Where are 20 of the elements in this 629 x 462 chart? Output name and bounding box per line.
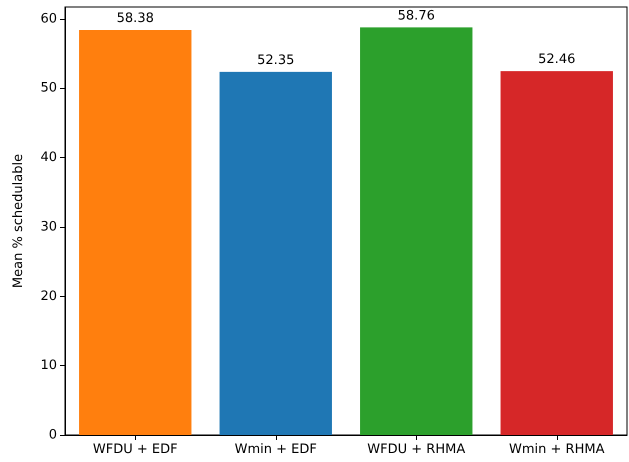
x-tick-label: WFDU + RHMA (367, 442, 466, 457)
bar (79, 30, 192, 435)
y-tick-label: 50 (40, 80, 57, 96)
y-axis-title: Mean % schedulable (11, 154, 26, 288)
bar (220, 72, 332, 435)
x-tick-label: Wmin + RHMA (509, 442, 605, 457)
y-tick-label: 60 (40, 11, 57, 26)
data-label: 52.46 (538, 52, 576, 68)
bar (360, 27, 472, 435)
data-label: 58.76 (398, 8, 435, 24)
bar (500, 71, 613, 435)
y-tick-label: 10 (40, 358, 57, 374)
y-tick-label: 40 (40, 150, 57, 166)
data-label: 58.38 (116, 11, 154, 26)
x-tick-label: Wmin + EDF (234, 442, 317, 457)
y-tick-label: 20 (40, 288, 57, 304)
x-tick-label: WFDU + EDF (92, 442, 178, 457)
y-tick-label: 0 (48, 428, 57, 442)
y-tick-label: 30 (40, 219, 57, 234)
data-label: 52.35 (257, 52, 294, 68)
